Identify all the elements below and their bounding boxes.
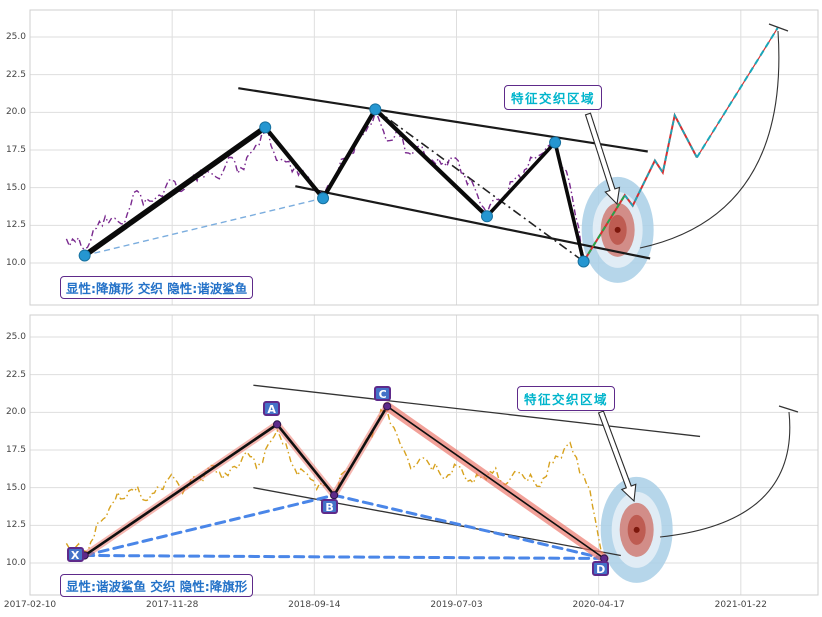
pattern-point-label-X: X [66, 547, 84, 563]
y-tick-label-bottom: 22.5 [5, 369, 26, 380]
feature-zone-label-bottom: 特征交织区域 [517, 386, 616, 411]
x-tick-label: 2018-09-14 [288, 600, 341, 610]
feature-zone-label-top: 特征交织区域 [504, 85, 603, 110]
y-tick-label-top: 22.5 [5, 69, 26, 80]
y-tick-label-top: 17.5 [5, 144, 26, 155]
y-tick-label-bottom: 15.0 [5, 482, 26, 493]
pattern-point-label-A: A [263, 401, 281, 417]
x-tick-label: 2021-01-22 [714, 600, 767, 610]
y-tick-label-top: 10.0 [5, 258, 26, 268]
y-tick-label-top: 12.5 [5, 220, 26, 231]
y-tick-label-bottom: 20.0 [5, 407, 26, 418]
pattern-desc-label-top: 显性:降旗形 交织 隐性:谐波鲨鱼 [60, 276, 254, 299]
x-tick-label: 2020-04-17 [572, 600, 625, 610]
y-tick-label-bottom: 12.5 [5, 520, 26, 531]
y-tick-label-bottom: 25.0 [5, 331, 26, 342]
pattern-point-label-D: D [592, 561, 610, 577]
pattern-point-label-B: B [321, 499, 339, 515]
y-tick-label-top: 25.0 [5, 31, 26, 42]
x-tick-label: 2019-07-03 [430, 600, 483, 610]
x-tick-label: 2017-11-28 [146, 600, 199, 610]
pattern-desc-label-bottom: 显性:谐波鲨鱼 交织 隐性:降旗形 [60, 574, 254, 597]
x-tick-label: 2017-02-10 [3, 600, 57, 610]
y-tick-label-top: 15.0 [5, 182, 26, 193]
pattern-point-label-C: C [374, 386, 392, 402]
y-tick-label-top: 20.0 [5, 107, 26, 118]
y-tick-label-bottom: 17.5 [5, 444, 26, 455]
y-tick-label-bottom: 10.0 [5, 558, 26, 568]
